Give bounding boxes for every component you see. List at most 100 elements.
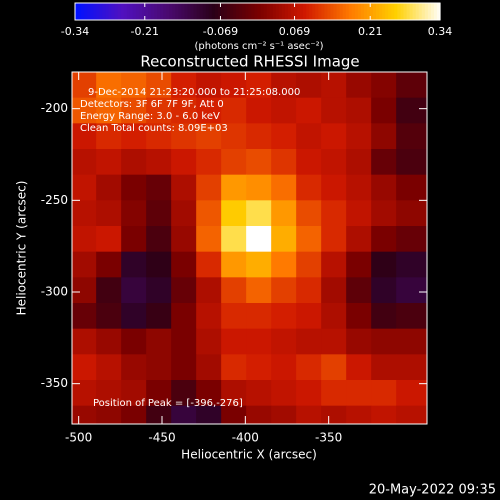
image-cell xyxy=(72,328,97,355)
image-cell xyxy=(96,72,122,99)
image-cell xyxy=(246,174,272,201)
image-cell xyxy=(121,251,147,278)
image-cell xyxy=(221,174,247,201)
colorbar-swatch xyxy=(360,3,365,20)
colorbar-swatch xyxy=(227,3,231,20)
image-cell xyxy=(221,149,247,176)
colorbar-swatch xyxy=(175,3,180,20)
colorbar-swatch xyxy=(214,3,219,20)
image-cell xyxy=(171,380,197,407)
colorbar-swatch xyxy=(144,3,149,20)
image-cell xyxy=(271,405,297,424)
colorbar-swatch xyxy=(300,3,304,20)
image-cell xyxy=(96,354,122,381)
colorbar-swatch xyxy=(294,3,298,20)
image-cell xyxy=(321,277,347,304)
image-cell xyxy=(96,226,122,253)
image-cell xyxy=(221,277,247,304)
image-cell xyxy=(196,174,222,201)
colorbar-swatch xyxy=(297,3,301,20)
image-cell xyxy=(146,149,172,176)
colorbar-swatch xyxy=(148,3,152,20)
colorbar-swatch xyxy=(187,3,192,20)
image-cell xyxy=(72,123,97,150)
colorbar-swatch xyxy=(196,3,201,20)
image-cell xyxy=(146,328,172,355)
colorbar-swatch xyxy=(221,3,225,20)
image-cell xyxy=(296,251,322,278)
image-cell xyxy=(246,97,272,124)
image-cell xyxy=(396,174,427,201)
image-cell xyxy=(321,226,347,253)
image-cell xyxy=(72,200,97,227)
colorbar-swatch xyxy=(345,3,350,20)
image-cell xyxy=(346,405,372,424)
colorbar-swatch xyxy=(245,3,249,20)
colorbar-swatch xyxy=(376,3,380,20)
colorbar-swatch xyxy=(224,3,228,20)
colorbar-swatch xyxy=(108,3,113,20)
colorbar-swatch xyxy=(415,3,420,20)
colorbar-swatch xyxy=(111,3,116,20)
image-cell xyxy=(96,251,122,278)
image-cell xyxy=(346,97,372,124)
annotation: Energy Range: 3.0 - 6.0 keV xyxy=(80,111,220,122)
image-cell xyxy=(96,303,122,330)
image-cell xyxy=(371,277,397,304)
image-cell xyxy=(146,72,172,99)
image-cell xyxy=(196,251,222,278)
image-cell xyxy=(221,123,247,150)
image-cell xyxy=(371,380,397,407)
image-cell xyxy=(146,277,172,304)
image-cell xyxy=(371,174,397,201)
colorbar-tick-label: -0.069 xyxy=(203,25,238,38)
colorbar-swatch xyxy=(281,3,286,20)
colorbar-swatch xyxy=(303,3,307,20)
image-cell xyxy=(296,149,322,176)
image-cell xyxy=(196,226,222,253)
colorbar-swatch xyxy=(312,3,316,20)
image-cell xyxy=(246,328,272,355)
image-cell xyxy=(371,149,397,176)
image-cell xyxy=(221,251,247,278)
image-cell xyxy=(271,72,297,99)
image-cell xyxy=(196,149,222,176)
colorbar-label: (photons cm⁻² s⁻¹ asec⁻²) xyxy=(194,41,323,52)
colorbar-swatch xyxy=(284,3,289,20)
colorbar-swatch xyxy=(114,3,119,20)
image-cell xyxy=(72,174,97,201)
image-cell xyxy=(371,226,397,253)
image-cell xyxy=(396,328,427,355)
image-cell xyxy=(121,97,147,124)
image-cell xyxy=(96,380,122,407)
image-cell xyxy=(171,328,197,355)
image-cell xyxy=(171,123,197,150)
colorbar-swatch xyxy=(357,3,362,20)
image-cell xyxy=(321,405,347,424)
image-cell xyxy=(296,72,322,99)
image-cell xyxy=(96,149,122,176)
image-cell xyxy=(196,97,222,124)
image-cell xyxy=(221,328,247,355)
image-cell xyxy=(121,277,147,304)
image-cell xyxy=(246,251,272,278)
colorbar-swatch xyxy=(403,3,408,20)
image-cell xyxy=(246,380,272,407)
image-cell xyxy=(146,380,172,407)
colorbar-swatch xyxy=(318,3,322,20)
colorbar-frame xyxy=(74,2,441,21)
image-cell xyxy=(171,277,197,304)
y-axis-label: Heliocentric Y (arcsec) xyxy=(15,181,29,316)
colorbar-swatch xyxy=(424,3,429,20)
image-cell xyxy=(346,354,372,381)
image-cell xyxy=(371,328,397,355)
image-cell xyxy=(146,405,172,424)
image-cell xyxy=(72,380,97,407)
colorbar-swatch xyxy=(248,3,253,20)
colorbar-swatch xyxy=(275,3,280,20)
colorbar-swatch xyxy=(181,3,186,20)
colorbar-swatch xyxy=(199,3,204,20)
colorbar-tick-label: 0.21 xyxy=(358,25,383,38)
colorbar-swatch xyxy=(363,3,368,20)
colorbar-swatch xyxy=(397,3,402,20)
